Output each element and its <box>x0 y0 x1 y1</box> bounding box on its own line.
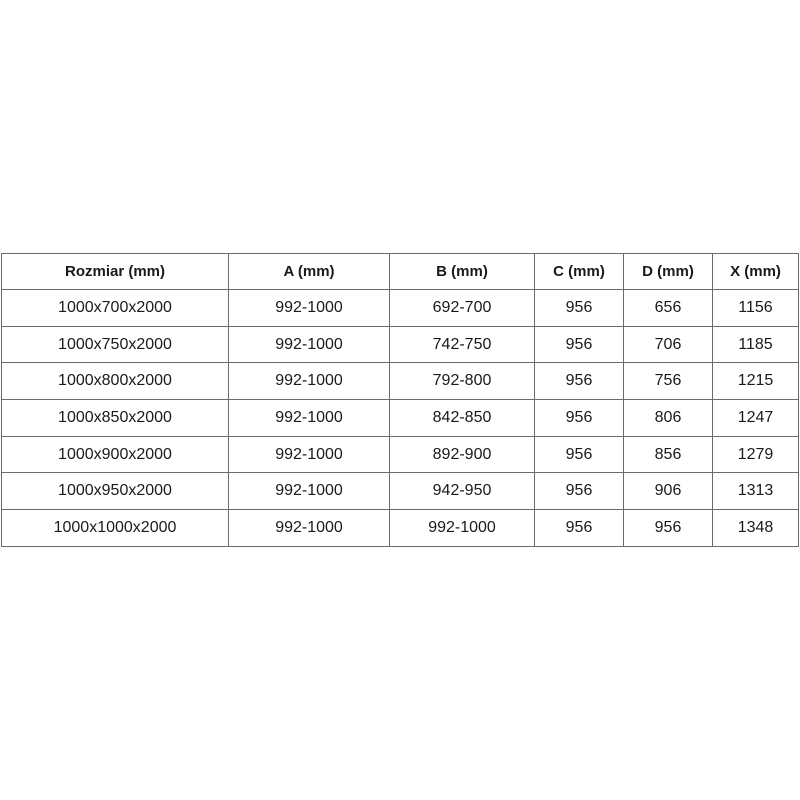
cell-d: 706 <box>623 325 713 364</box>
column-header-b: B (mm) <box>389 253 535 290</box>
cell-d: 906 <box>623 472 713 511</box>
cell-size: 1000x900x2000 <box>1 435 229 474</box>
table-row: 1000x1000x2000 992-1000 992-1000 956 956 1348 <box>1 509 799 547</box>
table-row: 1000x950x2000 992-1000 942-950 956 906 1313 <box>1 472 799 511</box>
table-row: 1000x850x2000 992-1000 842-850 956 806 1247 <box>1 399 799 437</box>
cell-b: 692-700 <box>389 289 535 327</box>
column-header-x: X (mm) <box>712 253 799 290</box>
table-row: 1000x800x2000 992-1000 792-800 956 756 1215 <box>1 362 799 401</box>
table-row: 1000x900x2000 992-1000 892-900 956 856 1279 <box>1 435 799 474</box>
dimensions-table: Rozmiar (mm) A (mm) B (mm) C (mm) D (mm) X (m… <box>1 253 799 547</box>
cell-a: 992-1000 <box>228 325 390 364</box>
cell-a: 992-1000 <box>228 509 390 547</box>
cell-d: 806 <box>623 399 713 437</box>
column-header-size: Rozmiar (mm) <box>1 253 229 290</box>
cell-size: 1000x800x2000 <box>1 362 229 401</box>
column-header-a: A (mm) <box>228 253 390 290</box>
cell-b: 942-950 <box>389 472 535 511</box>
cell-c: 956 <box>534 509 624 547</box>
cell-c: 956 <box>534 325 624 364</box>
cell-size: 1000x700x2000 <box>1 289 229 327</box>
cell-c: 956 <box>534 362 624 401</box>
cell-b: 892-900 <box>389 435 535 474</box>
cell-x: 1215 <box>712 362 799 401</box>
cell-size: 1000x1000x2000 <box>1 509 229 547</box>
cell-x: 1185 <box>712 325 799 364</box>
cell-b: 992-1000 <box>389 509 535 547</box>
column-header-c: C (mm) <box>534 253 624 290</box>
cell-c: 956 <box>534 472 624 511</box>
cell-x: 1313 <box>712 472 799 511</box>
cell-c: 956 <box>534 289 624 327</box>
cell-b: 792-800 <box>389 362 535 401</box>
cell-a: 992-1000 <box>228 289 390 327</box>
cell-size: 1000x950x2000 <box>1 472 229 511</box>
cell-size: 1000x750x2000 <box>1 325 229 364</box>
table-row: 1000x700x2000 992-1000 692-700 956 656 1156 <box>1 289 799 327</box>
header-row: Rozmiar (mm) A (mm) B (mm) C (mm) D (mm) X (m… <box>1 253 799 290</box>
column-header-d: D (mm) <box>623 253 713 290</box>
cell-d: 656 <box>623 289 713 327</box>
cell-c: 956 <box>534 399 624 437</box>
cell-a: 992-1000 <box>228 399 390 437</box>
cell-b: 742-750 <box>389 325 535 364</box>
cell-x: 1279 <box>712 435 799 474</box>
table-row: 1000x750x2000 992-1000 742-750 956 706 1185 <box>1 325 799 364</box>
cell-a: 992-1000 <box>228 362 390 401</box>
cell-a: 992-1000 <box>228 435 390 474</box>
cell-x: 1348 <box>712 509 799 547</box>
cell-x: 1247 <box>712 399 799 437</box>
cell-b: 842-850 <box>389 399 535 437</box>
cell-d: 956 <box>623 509 713 547</box>
cell-c: 956 <box>534 435 624 474</box>
cell-a: 992-1000 <box>228 472 390 511</box>
cell-d: 756 <box>623 362 713 401</box>
cell-x: 1156 <box>712 289 799 327</box>
cell-size: 1000x850x2000 <box>1 399 229 437</box>
cell-d: 856 <box>623 435 713 474</box>
